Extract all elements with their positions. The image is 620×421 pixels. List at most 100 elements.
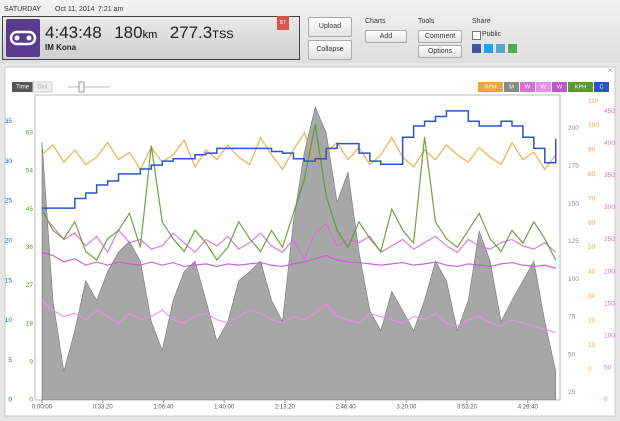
day: SATURDAY: [4, 6, 42, 13]
legend-button[interactable]: [552, 82, 567, 92]
legend-button[interactable]: [536, 82, 551, 92]
y-tick-label: 100: [588, 122, 599, 129]
upload-button[interactable]: Upload: [308, 17, 352, 37]
legend-label: KPH: [575, 84, 586, 90]
y-tick-label: 150: [568, 200, 579, 207]
date: Oct 11, 2014: [55, 6, 95, 13]
y-tick-label: 0: [29, 397, 33, 404]
y-tick-label: 20: [5, 237, 13, 244]
legend-label: C: [600, 84, 604, 90]
y-tick-label: 70: [588, 195, 596, 202]
y-tick-label: 50: [588, 244, 596, 251]
legend-button[interactable]: [504, 82, 519, 92]
legend-button[interactable]: [594, 82, 609, 92]
y-tick-label: 54: [26, 168, 34, 175]
sport-icon: [6, 19, 40, 57]
x-tick-label: 2:13:20: [275, 405, 296, 411]
y-tick-label: 0: [8, 397, 12, 404]
line-series: [41, 300, 556, 334]
y-tick-label: 300: [604, 204, 615, 211]
time: 7:21 am: [98, 6, 124, 13]
public-checkbox[interactable]: [472, 31, 481, 40]
stats: 4:43:48 180km 277.3TSS: [45, 23, 234, 43]
y-tick-label: 50: [568, 351, 576, 358]
y-tick-label: 63: [26, 129, 34, 136]
y-tick-label: 100: [568, 276, 579, 283]
y-tick-label: 45: [26, 206, 34, 213]
chart: × Time Dist 0:00:00 0:33:20 1:06:40 1:40:00…: [4, 66, 616, 417]
x-tick-label: 3:53:20: [457, 405, 478, 411]
y-tick-label: 80: [588, 171, 596, 178]
x-tick-label: 2:46:40: [336, 405, 357, 411]
dist-label: Dist: [37, 85, 48, 91]
slider-knob[interactable]: [78, 81, 85, 93]
y-tick-label: 175: [568, 163, 579, 170]
share-label: Share: [472, 18, 491, 25]
y-tick-label: 110: [588, 98, 599, 105]
y-tick-label: 50: [604, 365, 612, 372]
y-tick-label: 60: [588, 220, 596, 227]
plot-area: [41, 106, 557, 400]
y-tick-label: 9: [29, 359, 33, 366]
add-button[interactable]: Add: [365, 30, 407, 43]
legend-label: RPM: [484, 84, 497, 90]
y-tick-label: 40: [588, 269, 596, 276]
y-tick-label: 125: [568, 238, 579, 245]
legend-button[interactable]: [568, 82, 593, 92]
line-series: [41, 131, 557, 171]
x-tick-label: 0:33:20: [93, 405, 114, 411]
bike-icon: [9, 30, 37, 46]
y-tick-label: 200: [568, 125, 579, 132]
activity-box: [2, 16, 300, 60]
distance-unit: km: [142, 29, 158, 41]
dist-button[interactable]: [32, 81, 53, 93]
y-tick-label: 400: [604, 140, 615, 147]
tss: 277.3: [169, 23, 213, 42]
close-icon[interactable]: ×: [608, 66, 613, 75]
twitter-icon[interactable]: [484, 44, 493, 53]
x-tick-label: 0:00:00: [32, 405, 53, 411]
y-tick-label: 30: [5, 158, 13, 165]
legend-label: W: [557, 84, 563, 90]
y-tick-label: 15: [5, 277, 13, 284]
x-tick-label: 4:26:40: [518, 405, 539, 411]
tss-unit: TSS: [212, 29, 234, 41]
y-tick-label: 10: [5, 317, 13, 324]
y-tick-label: 250: [604, 236, 615, 243]
comment-button[interactable]: Comment: [418, 30, 462, 43]
public-label: Public: [482, 31, 502, 38]
badge: BT: [277, 16, 289, 30]
area-series: [41, 106, 557, 400]
y-tick-label: 18: [26, 320, 34, 327]
y-tick-label: 25: [5, 198, 13, 205]
tools-label: Tools: [418, 18, 435, 25]
x-tick-label: 1:40:00: [214, 405, 235, 411]
legend-label: W: [541, 84, 547, 90]
facebook-icon[interactable]: [472, 44, 481, 53]
time-button[interactable]: [12, 82, 33, 92]
duration: 4:43:48: [45, 23, 102, 42]
y-tick-label: 30: [588, 293, 596, 300]
y-tick-label: 75: [568, 314, 576, 321]
y-tick-label: 10: [588, 342, 596, 349]
legend-button[interactable]: [478, 82, 503, 92]
step-series: [42, 110, 557, 209]
y-tick-label: 36: [26, 244, 34, 251]
y-tick-label: 200: [604, 268, 615, 275]
y-tick-label: 100: [604, 333, 615, 340]
y-tick-label: 35: [5, 118, 13, 125]
activity-name: IM Kona: [45, 43, 77, 52]
options-button[interactable]: Options: [418, 45, 462, 58]
collapse-button[interactable]: Collapse: [308, 40, 352, 60]
line-series: [41, 251, 556, 269]
legend-button[interactable]: [520, 82, 535, 92]
y-tick-label: 0: [604, 397, 608, 404]
email-icon[interactable]: [508, 44, 517, 53]
y-tick-label: 20: [588, 317, 596, 324]
y-tick-label: 350: [604, 172, 615, 179]
y-tick-label: 450: [604, 108, 615, 115]
charts-label: Charts: [365, 18, 386, 25]
link-icon[interactable]: [496, 44, 505, 53]
line-series: [41, 124, 557, 262]
